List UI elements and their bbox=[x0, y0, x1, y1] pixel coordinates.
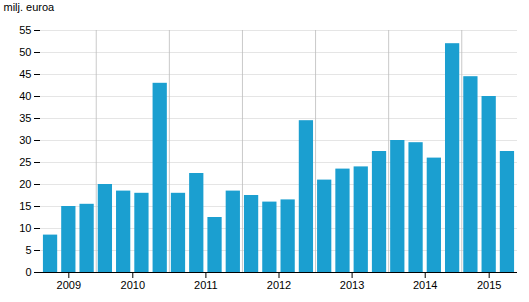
svg-text:2014: 2014 bbox=[413, 279, 437, 291]
svg-text:2012: 2012 bbox=[267, 279, 291, 291]
svg-text:2011: 2011 bbox=[194, 279, 218, 291]
svg-text:40: 40 bbox=[19, 90, 31, 102]
svg-text:15: 15 bbox=[19, 200, 31, 212]
svg-text:milj. euroa: milj. euroa bbox=[4, 1, 56, 13]
svg-text:5: 5 bbox=[25, 244, 31, 256]
svg-text:2009: 2009 bbox=[57, 279, 81, 291]
svg-text:45: 45 bbox=[19, 68, 31, 80]
svg-text:20: 20 bbox=[19, 178, 31, 190]
svg-text:2010: 2010 bbox=[121, 279, 145, 291]
svg-text:2013: 2013 bbox=[340, 279, 364, 291]
svg-text:50: 50 bbox=[19, 46, 31, 58]
svg-text:25: 25 bbox=[19, 156, 31, 168]
svg-text:2015: 2015 bbox=[477, 279, 501, 291]
svg-text:0: 0 bbox=[25, 266, 31, 278]
svg-text:55: 55 bbox=[19, 24, 31, 36]
svg-text:30: 30 bbox=[19, 134, 31, 146]
svg-text:35: 35 bbox=[19, 112, 31, 124]
svg-text:10: 10 bbox=[19, 222, 31, 234]
